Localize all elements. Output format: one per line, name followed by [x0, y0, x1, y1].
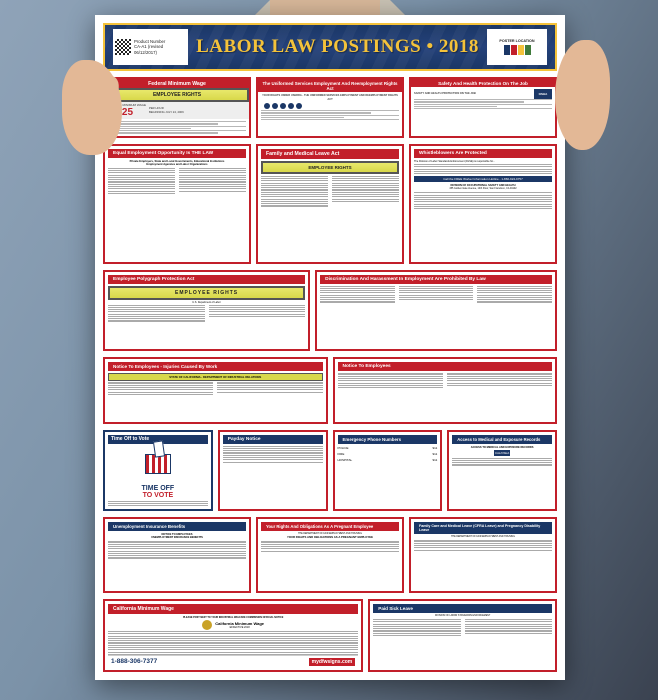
federal-minimum-wage-box[interactable]: Federal Minimum Wage EMPLOYEE RIGHTS FED…	[103, 77, 251, 138]
poster-footer: 1-888-306-7377 mydfwsigns.com	[108, 655, 358, 667]
ballot-box-icon	[145, 454, 171, 474]
cfra-leave-block[interactable]: Family Care and Medical Leave (CFRA Leav…	[409, 517, 557, 593]
support-phone-number: 1-888-306-7377	[111, 658, 157, 665]
labor-law-poster[interactable]: Product Number CA-A1 (revised 06/12/2017…	[95, 15, 565, 680]
emergency-numbers-block[interactable]: Emergency Phone Numbers POLICE 911 FIRE …	[333, 430, 443, 512]
website-badge: mydfwsigns.com	[309, 658, 356, 666]
row7-section: California Minimum Wage PLEASE POST NEXT…	[103, 599, 557, 672]
osha-badge: OSHA	[534, 89, 552, 99]
row5-section: Time Off to Vote TIME OFF TO VOTE Payday…	[103, 430, 557, 512]
time-off-to-vote-block[interactable]: Time Off to Vote TIME OFF TO VOTE	[103, 430, 213, 512]
california-state-seal-icon	[202, 620, 212, 630]
product-number-box: Product Number CA-A1 (revised 06/12/2017…	[113, 29, 188, 65]
access-medical-records-block[interactable]: Access to Medical and Exposure Records A…	[447, 430, 557, 512]
poster-main-title: LABOR LAW POSTINGS • 2018	[196, 36, 479, 58]
payday-notice-block[interactable]: Payday Notice	[218, 430, 328, 512]
screenshot-scene: Product Number CA-A1 (revised 06/12/2017…	[0, 0, 658, 700]
row3-section: Employee Polygraph Protection Act EMPLOY…	[103, 270, 557, 352]
poster-header: Product Number CA-A1 (revised 06/12/2017…	[103, 23, 557, 71]
row2-section: Equal Employment Opportunity Is THE LAW …	[103, 144, 557, 264]
california-minimum-wage-block[interactable]: California Minimum Wage PLEASE POST NEXT…	[103, 599, 363, 672]
row4-section: Notice To Employees - Injuries Caused By…	[103, 357, 557, 423]
userra-box[interactable]: The Uniformed Services Employment And Re…	[256, 77, 404, 138]
eeo-block[interactable]: Equal Employment Opportunity Is THE LAW …	[103, 144, 251, 264]
poster-location-box: POSTER LOCATION	[487, 29, 547, 65]
pregnant-employee-rights-block[interactable]: Your Rights And Obligations As A Pregnan…	[256, 517, 404, 593]
discrimination-block[interactable]: Discrimination And Harassment In Employm…	[315, 270, 557, 352]
polygraph-block[interactable]: Employee Polygraph Protection Act EMPLOY…	[103, 270, 310, 352]
notice-employees-block[interactable]: Notice To Employees	[333, 357, 558, 423]
injury-notice-block[interactable]: Notice To Employees - Injuries Caused By…	[103, 357, 328, 423]
row6-section: Unemployment Insurance Benefits NOTICE T…	[103, 517, 557, 593]
unemployment-insurance-block[interactable]: Unemployment Insurance Benefits NOTICE T…	[103, 517, 251, 593]
osha-safety-box[interactable]: Safety And Health Protection On The Job …	[409, 77, 557, 138]
whistleblower-block[interactable]: Whistleblowers Are Protected The Divisio…	[409, 144, 557, 264]
paid-sick-leave-block[interactable]: Paid Sick Leave DIVISION OF LABOR STANDA…	[368, 599, 557, 672]
fmla-block[interactable]: Family and Medical Leave Act EMPLOYEE RI…	[256, 144, 404, 264]
top-row-section: Federal Minimum Wage EMPLOYEE RIGHTS FED…	[103, 77, 557, 138]
qr-code-icon	[115, 39, 131, 55]
